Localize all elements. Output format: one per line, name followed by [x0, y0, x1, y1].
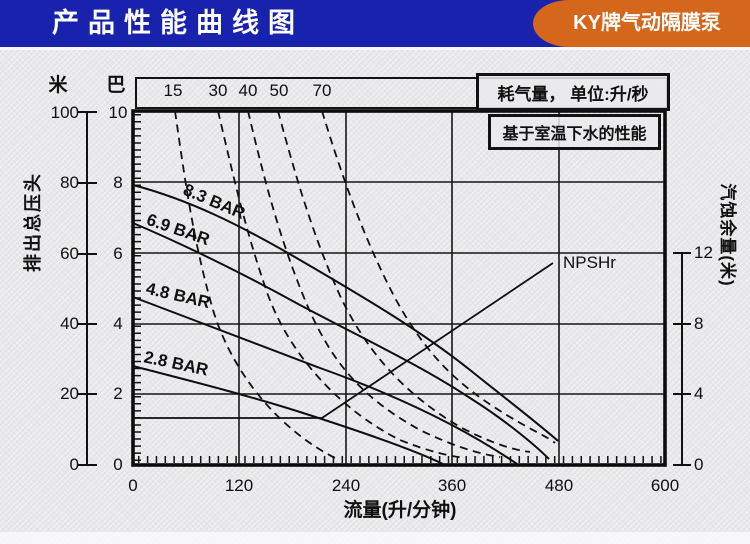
bar-tick-6: 6 — [113, 244, 123, 263]
x-tick-120: 120 — [224, 476, 254, 495]
unit-meters: 米 — [48, 75, 68, 96]
air-curve-30 — [217, 110, 466, 459]
head-curve-6-9bar — [132, 222, 550, 460]
curve-label-npshr: NPSHr — [563, 253, 616, 272]
m-tick-80: 80 — [60, 173, 79, 192]
air-curve-70 — [321, 110, 556, 444]
air-value-50: 50 — [269, 81, 289, 100]
head-curves — [132, 184, 559, 465]
m-tick-60: 60 — [60, 244, 79, 263]
plot-border — [131, 109, 667, 467]
brand-badge-label: KY牌气动隔膜泵 — [573, 12, 721, 34]
bar-tick-4: 4 — [113, 314, 123, 333]
bar-tick-0: 0 — [113, 455, 123, 474]
page-title: 产品性能曲线图 — [52, 8, 304, 38]
x-tick-600: 600 — [650, 476, 680, 495]
air-value-15: 15 — [163, 81, 183, 100]
x-tick-240: 240 — [331, 476, 361, 495]
note-text: 基于室温下水的性能 — [502, 126, 647, 143]
unit-bar: 巴 — [106, 75, 126, 96]
y-right-axis-title: 汽蚀余量(米) — [718, 183, 737, 287]
bottom-margin — [0, 532, 750, 544]
bar-tick-8: 8 — [113, 173, 123, 192]
performance-chart: 耗气量， 单位:升/秒 基于室温下水的性能 15 30 40 50 70 米 巴… — [0, 47, 750, 544]
air-curve-50 — [277, 110, 531, 453]
head-curve-2-8bar — [132, 365, 444, 465]
bar-tick-2: 2 — [113, 384, 123, 403]
head-curve-8-3bar — [132, 184, 559, 442]
bar-tick-10: 10 — [108, 103, 128, 122]
header-divider — [0, 47, 750, 50]
npsh-tick-0: 0 — [694, 455, 704, 474]
y-left-axis-title: 排出总压头 — [23, 172, 43, 272]
x-axis-title: 流量(升/分钟) — [343, 500, 457, 521]
npsh-axis — [673, 252, 691, 466]
air-consumption-title: 耗气量， 单位:升/秒 — [497, 84, 649, 104]
npsh-tick-12: 12 — [694, 243, 713, 262]
head-curve-4-8bar — [132, 296, 518, 465]
note-box: 基于室温下水的性能 — [488, 114, 661, 150]
air-value-40: 40 — [238, 81, 258, 100]
x-tick-360: 360 — [437, 476, 467, 495]
npsh-tick-8: 8 — [694, 314, 704, 333]
m-tick-20: 20 — [60, 384, 79, 403]
npshr-curve — [133, 262, 554, 419]
air-curve-40 — [247, 110, 501, 458]
grid-lines — [133, 111, 665, 465]
plot-canvas — [78, 109, 691, 467]
meters-axis — [78, 111, 97, 466]
m-tick-40: 40 — [60, 314, 79, 333]
air-consumption-title-box: 耗气量， 单位:升/秒 — [476, 73, 670, 111]
npsh-tick-4: 4 — [694, 384, 704, 403]
m-tick-0: 0 — [69, 455, 79, 474]
air-curve-15 — [174, 110, 336, 459]
air-value-70: 70 — [312, 81, 332, 100]
m-tick-100: 100 — [50, 103, 79, 122]
x-tick-480: 480 — [544, 476, 574, 495]
air-consumption-curves — [174, 110, 556, 459]
x-tick-0: 0 — [128, 476, 138, 495]
air-value-30: 30 — [208, 81, 228, 100]
brand-badge — [533, 0, 750, 47]
